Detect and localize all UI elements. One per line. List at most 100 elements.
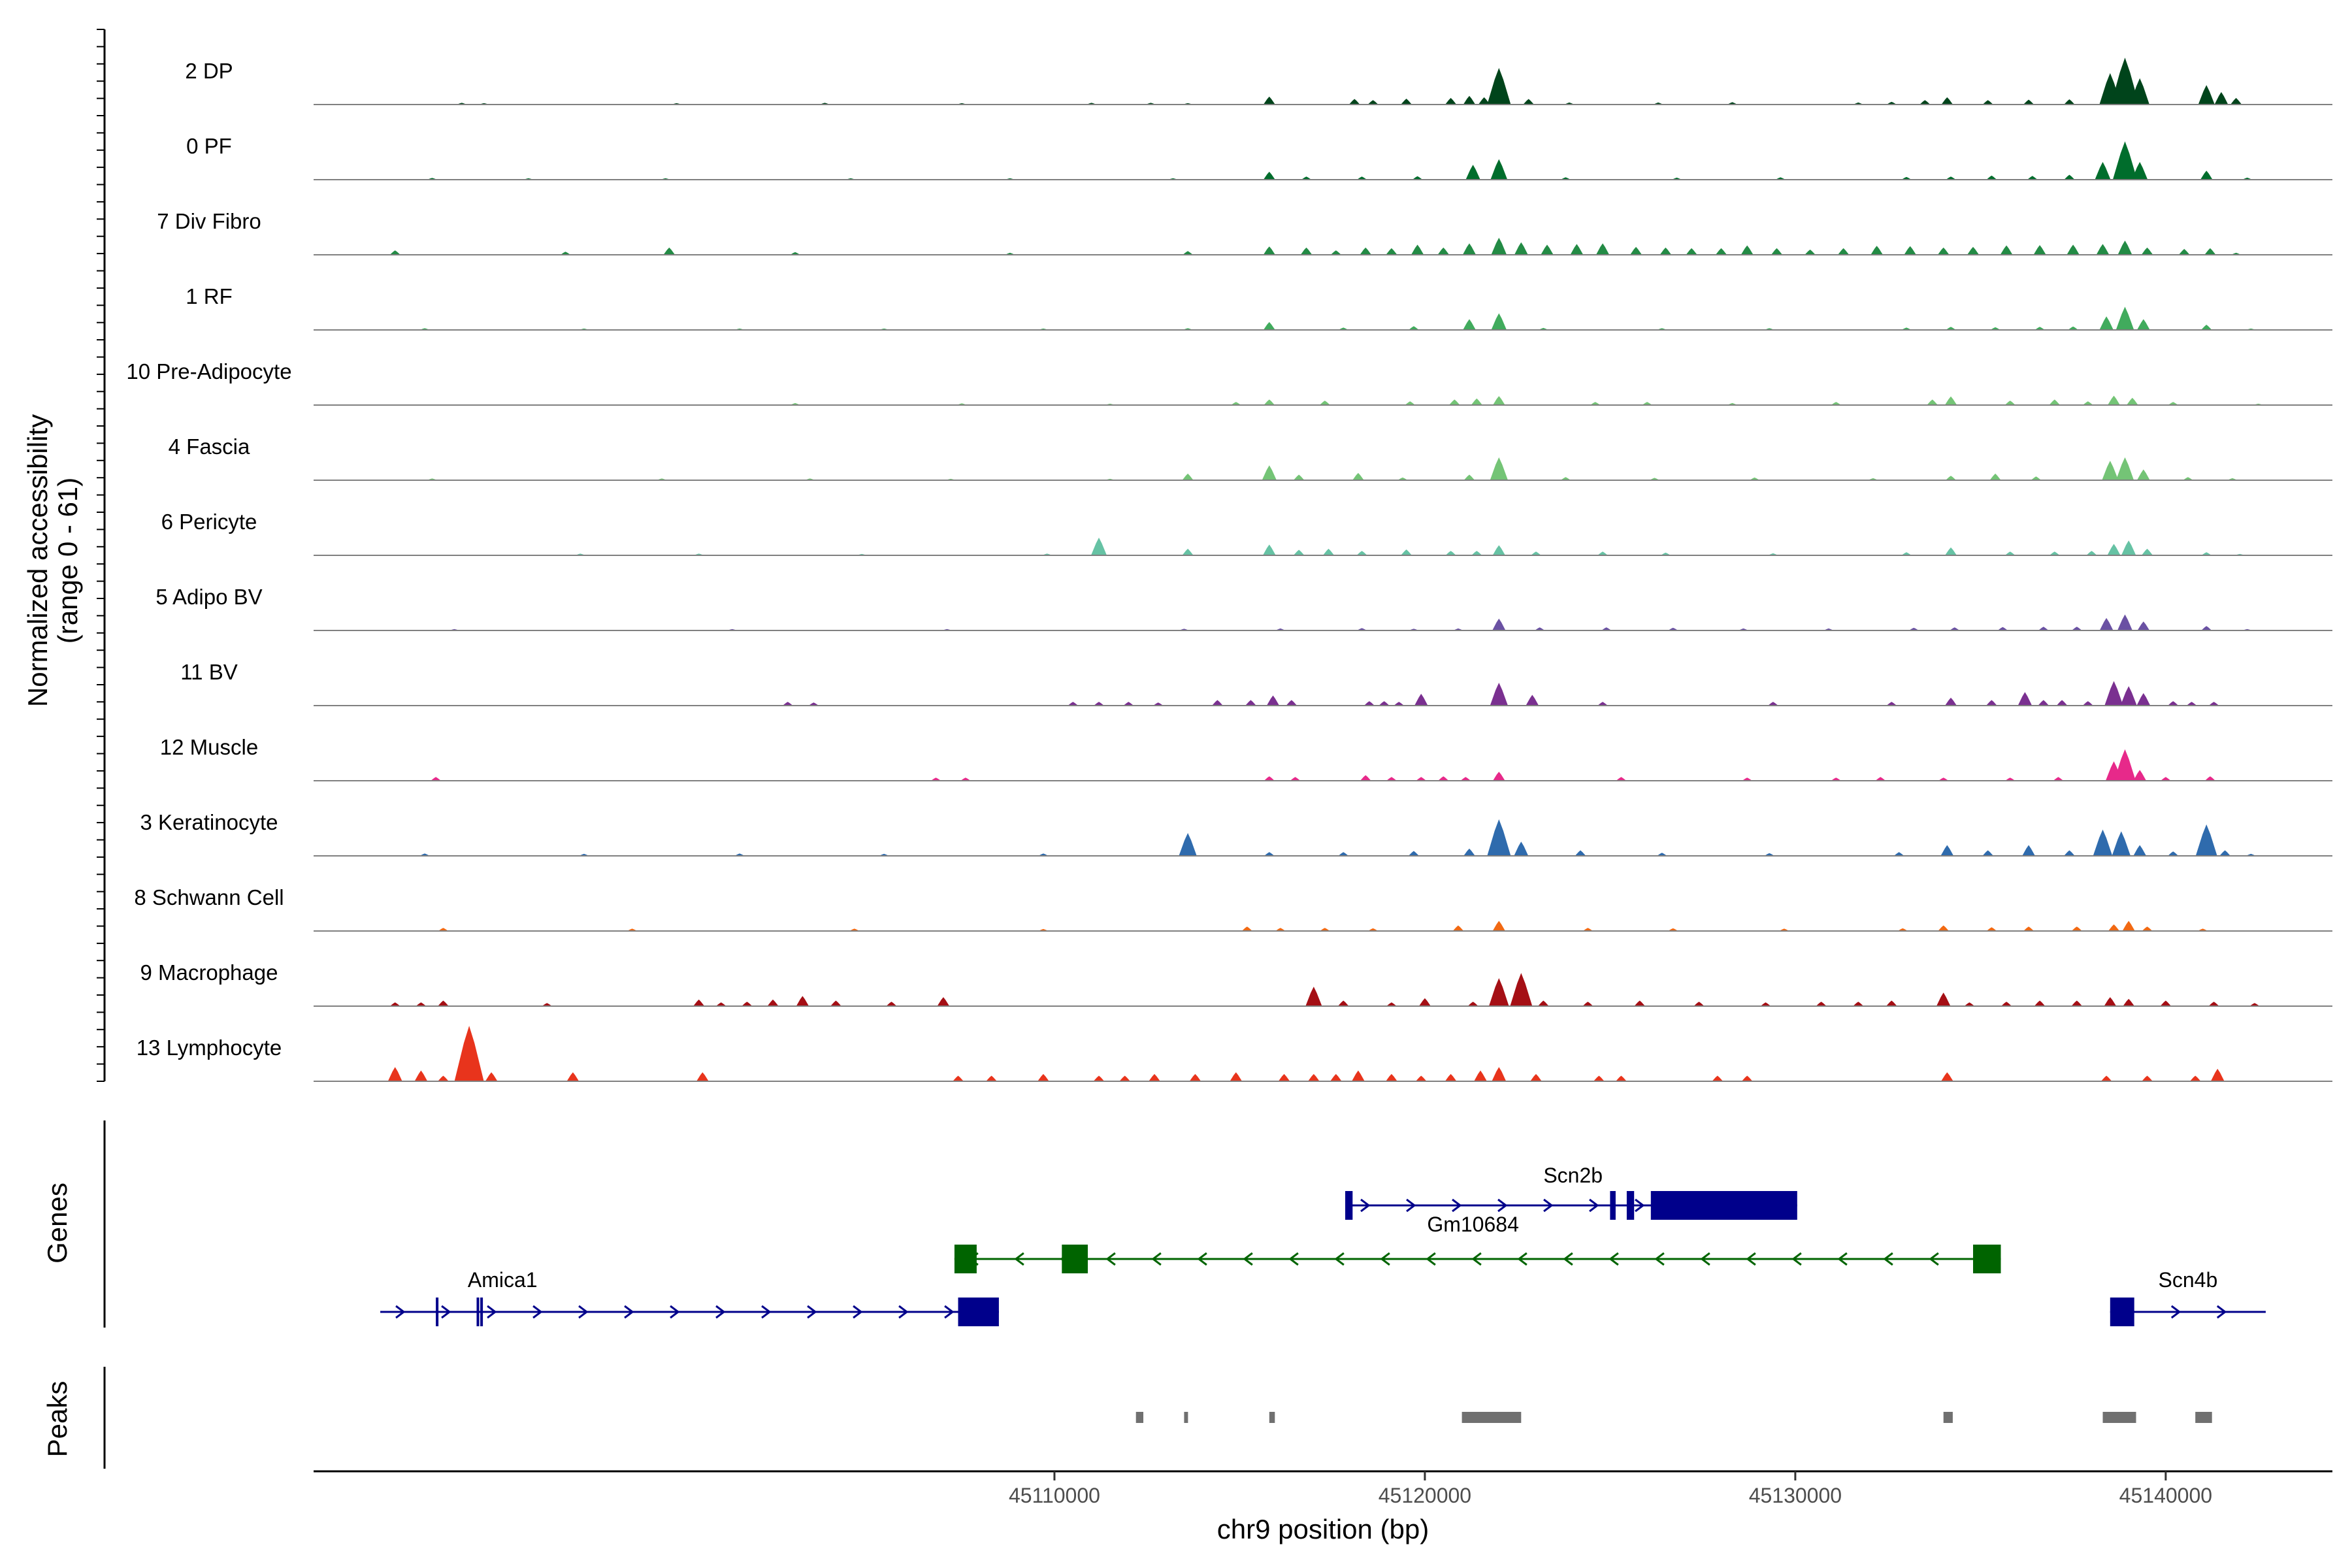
coverage-peak <box>437 1000 449 1007</box>
coverage-peak <box>1245 700 1257 706</box>
coverage-peak <box>1629 246 1642 255</box>
coverage-peak <box>1305 987 1322 1007</box>
strand-arrow <box>487 1305 497 1319</box>
coverage-peak <box>2122 921 2136 932</box>
track-7: 5 Adipo BV <box>155 585 2332 631</box>
coverage-peak <box>2063 174 2076 180</box>
coverage-peak <box>1487 67 1511 105</box>
coverage-peak <box>1944 547 1957 556</box>
strand-arrow <box>1243 1252 1253 1266</box>
track-label: 10 Pre-Adipocyte <box>126 359 291 384</box>
strand-arrow <box>624 1305 634 1319</box>
coverage-peak <box>1514 841 1529 857</box>
coverage-peak <box>1593 1075 1605 1082</box>
coverage-tracks: 2 DP 0 PF 7 Div Fibro 1 RF 10 Pre-Adipocyte 4… <box>126 57 2332 1082</box>
strand-arrow <box>807 1305 817 1319</box>
gene-scn2b: Scn2b <box>1345 1164 1797 1220</box>
coverage-peak <box>1633 1000 1646 1007</box>
x-tick-label: 45130000 <box>1749 1484 1842 1507</box>
coverage-peak <box>2230 97 2242 105</box>
coverage-peak <box>485 1072 498 1082</box>
gene-label: Gm10684 <box>1427 1213 1519 1236</box>
coverage-peak <box>1445 1073 1457 1082</box>
coverage-peak <box>1937 925 1950 932</box>
coverage-peak <box>1348 99 1360 105</box>
coverage-peak <box>2136 319 2150 331</box>
coverage-peak <box>1940 845 1954 857</box>
coverage-peak <box>2133 845 2147 857</box>
strand-arrow <box>1105 1252 1116 1266</box>
coverage-peak <box>2160 1000 2172 1007</box>
track-13: 13 Lymphocyte <box>137 1026 2332 1082</box>
track-2: 7 Div Fibro <box>157 209 2332 255</box>
coverage-peak <box>1804 250 1816 255</box>
coverage-peak <box>2000 245 2013 255</box>
coverage-peak <box>1490 682 1509 706</box>
coverage-peak <box>1870 246 1884 255</box>
coverage-peak <box>1715 248 1727 255</box>
coverage-peak <box>1487 819 1511 857</box>
coverage-peak <box>2189 1075 2202 1082</box>
coverage-peak <box>1595 243 1610 255</box>
coverage-peak <box>1941 97 1953 105</box>
coverage-peak <box>1944 396 1957 406</box>
track-label: 6 Pericyte <box>161 510 257 534</box>
track-1: 0 PF <box>186 134 2332 180</box>
track-3: 1 RF <box>186 284 2332 331</box>
strand-arrow <box>532 1305 543 1319</box>
coverage-peak <box>1445 97 1457 105</box>
track-label: 13 Lymphocyte <box>137 1036 282 1060</box>
gene-label: Scn2b <box>1543 1164 1603 1187</box>
coverage-peak <box>952 1075 964 1082</box>
coverage-peak <box>1211 700 1224 706</box>
coverage-peak <box>937 997 950 1007</box>
coverage-peak <box>2117 240 2132 255</box>
coverage-peak <box>2198 85 2215 105</box>
track-label: 3 Keratinocyte <box>140 810 278 834</box>
coverage-peak <box>1400 99 1413 105</box>
track-11: 8 Schwann Cell <box>134 885 2332 932</box>
coverage-peak <box>663 247 676 255</box>
track-label: 4 Fascia <box>169 434 250 459</box>
coverage-peak <box>1510 973 1533 1007</box>
gene-exon <box>954 1245 977 1273</box>
strand-arrow <box>1700 1252 1710 1266</box>
coverage-peak <box>2048 399 2061 406</box>
x-tick-label: 45120000 <box>1379 1484 1471 1507</box>
strand-arrow <box>898 1305 909 1319</box>
coverage-peak <box>1230 1072 1243 1082</box>
strand-arrow <box>1746 1252 1756 1266</box>
coverage-peak <box>696 1072 710 1082</box>
coverage-peak <box>1263 321 1276 331</box>
coverage-peak <box>1529 1073 1543 1082</box>
coverage-peak <box>1418 998 1431 1007</box>
coverage-peak <box>1741 1075 1753 1082</box>
coverage-peak <box>1492 618 1506 631</box>
strand-arrow <box>1635 1198 1645 1213</box>
coverage-peak <box>1491 237 1507 255</box>
coverage-peak <box>1886 1000 1898 1007</box>
coverage-peak <box>1182 473 1194 481</box>
strand-arrow <box>1543 1198 1554 1213</box>
strand-arrow <box>761 1305 772 1319</box>
gene-exon <box>958 1298 999 1326</box>
track-4: 10 Pre-Adipocyte <box>126 359 2332 406</box>
strand-arrow <box>670 1305 680 1319</box>
strand-arrow <box>1563 1252 1573 1266</box>
coverage-peak <box>2102 461 2119 481</box>
coverage-peak <box>1514 242 1529 255</box>
coverage-peak <box>1385 248 1397 255</box>
coverage-peak <box>1541 244 1554 255</box>
coverage-peak <box>1090 537 1107 556</box>
coverage-peak <box>1448 399 1461 406</box>
coverage-peak <box>1263 171 1276 180</box>
coverage-peak <box>1262 465 1277 481</box>
strand-arrow <box>578 1305 589 1319</box>
coverage-peak <box>1492 921 1506 932</box>
coverage-peak <box>1411 244 1424 255</box>
strand-arrow <box>1497 1198 1508 1213</box>
coverage-peak <box>2204 248 2216 255</box>
coverage-peak <box>1985 700 1998 706</box>
gene-annotation-panel: Scn2b Gm10684 Amica1 Scn4b <box>380 1164 2266 1326</box>
